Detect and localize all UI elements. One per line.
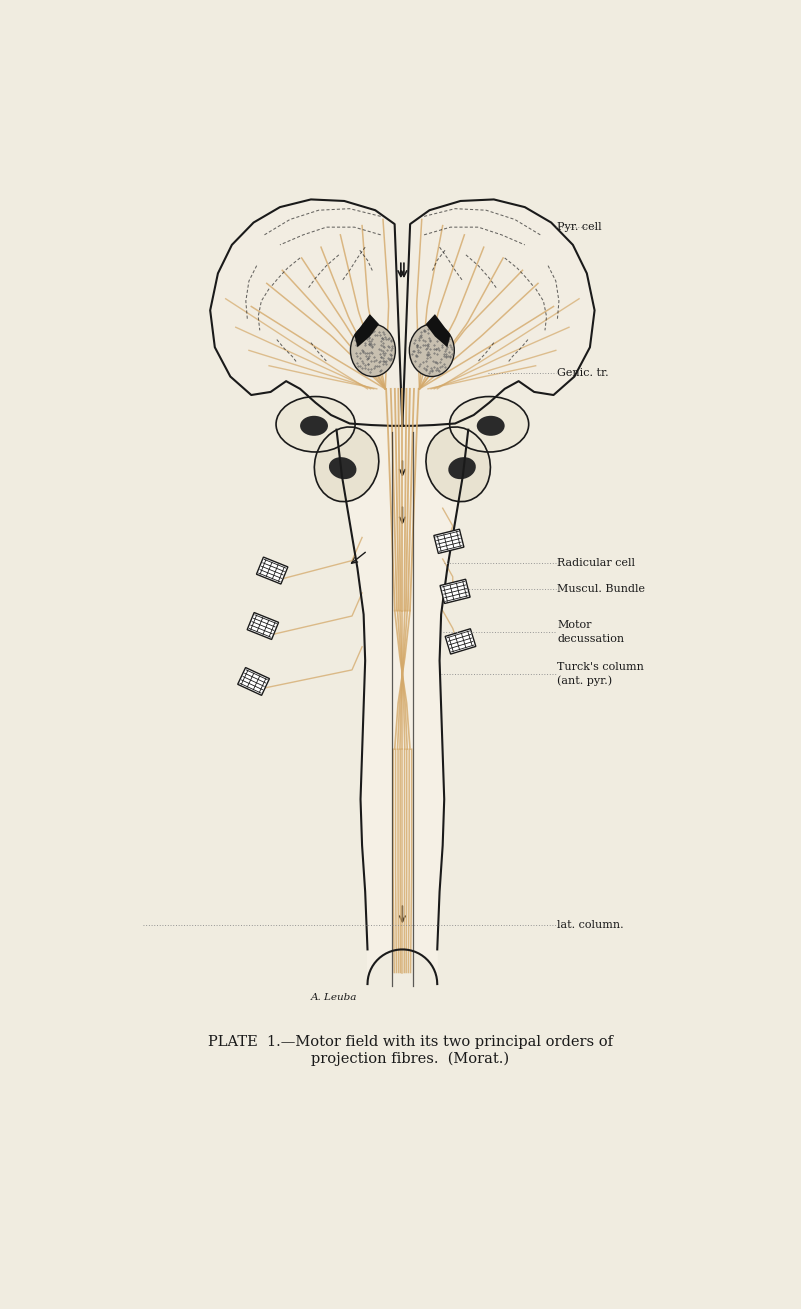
Text: Genic. tr.: Genic. tr. [557,368,609,378]
Text: A. Leuba: A. Leuba [311,992,357,1001]
Polygon shape [354,314,379,347]
Ellipse shape [426,427,490,501]
Text: (ant. pyr.): (ant. pyr.) [557,675,613,686]
Polygon shape [210,199,402,425]
Text: Turck's column: Turck's column [557,662,644,672]
Ellipse shape [409,325,454,377]
Polygon shape [434,529,464,554]
Polygon shape [402,199,594,425]
Ellipse shape [276,397,355,452]
Text: Motor: Motor [557,620,592,630]
Polygon shape [238,668,269,695]
Polygon shape [336,429,469,949]
Polygon shape [248,613,279,640]
Text: PLATE  1.—Motor field with its two principal orders of: PLATE 1.—Motor field with its two princi… [207,1035,613,1049]
Ellipse shape [477,416,505,436]
Ellipse shape [314,427,379,501]
Ellipse shape [351,325,396,377]
Ellipse shape [449,457,476,479]
Text: projection fibres.  (Morat.): projection fibres. (Morat.) [311,1051,509,1066]
Text: decussation: decussation [557,634,625,644]
Text: lat. column.: lat. column. [557,920,624,929]
Polygon shape [256,558,288,584]
Ellipse shape [329,457,356,479]
Ellipse shape [300,416,328,436]
Polygon shape [368,949,437,984]
Polygon shape [445,628,476,654]
Text: Pyr. cell: Pyr. cell [557,223,602,232]
Text: Radicular cell: Radicular cell [557,558,635,568]
Polygon shape [425,314,450,347]
Ellipse shape [449,397,529,452]
Text: Muscul. Bundle: Muscul. Bundle [557,584,646,594]
Polygon shape [440,579,470,603]
